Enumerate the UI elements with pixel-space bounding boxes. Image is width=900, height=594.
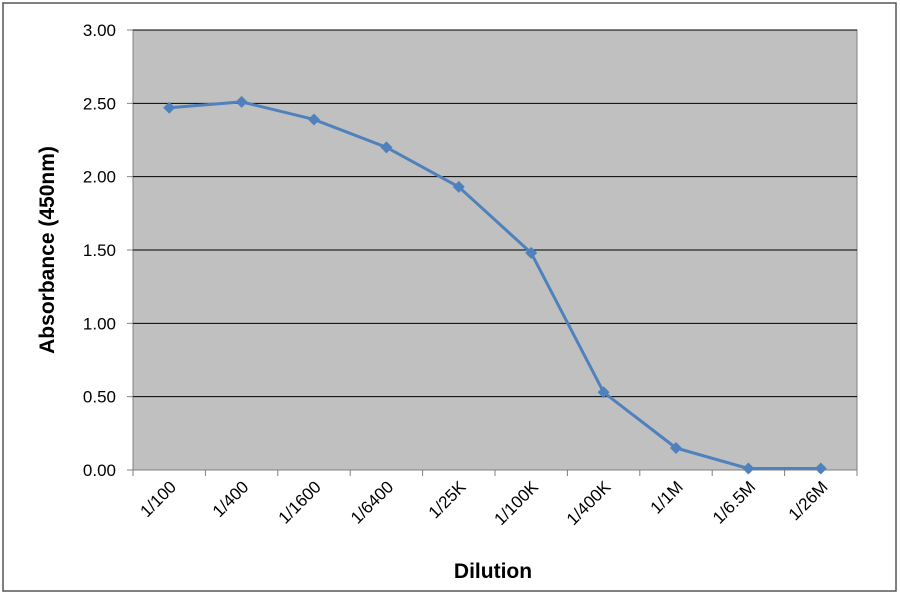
data-point: [163, 101, 176, 114]
y-tick-label: 2.50: [83, 94, 116, 113]
data-point: [525, 246, 538, 259]
y-tick-label: 0.00: [83, 461, 116, 480]
y-tick-label: 1.00: [83, 314, 116, 333]
data-point: [742, 462, 755, 475]
data-point: [452, 180, 465, 193]
data-point: [814, 462, 827, 475]
y-tick-label: 1.50: [83, 241, 116, 260]
data-point: [597, 386, 610, 399]
data-point: [235, 95, 248, 108]
data-line: [169, 100, 821, 471]
data-point: [380, 141, 393, 154]
data-point: [308, 113, 320, 126]
y-tick-label: 0.50: [83, 388, 116, 407]
y-tick-label: 2.00: [83, 168, 116, 187]
y-tick-label: 3.00: [83, 21, 116, 40]
y-axis-title: Absorbance (450nm): [36, 146, 59, 354]
data-point: [670, 442, 682, 454]
x-axis-title: Dilution: [454, 560, 532, 583]
